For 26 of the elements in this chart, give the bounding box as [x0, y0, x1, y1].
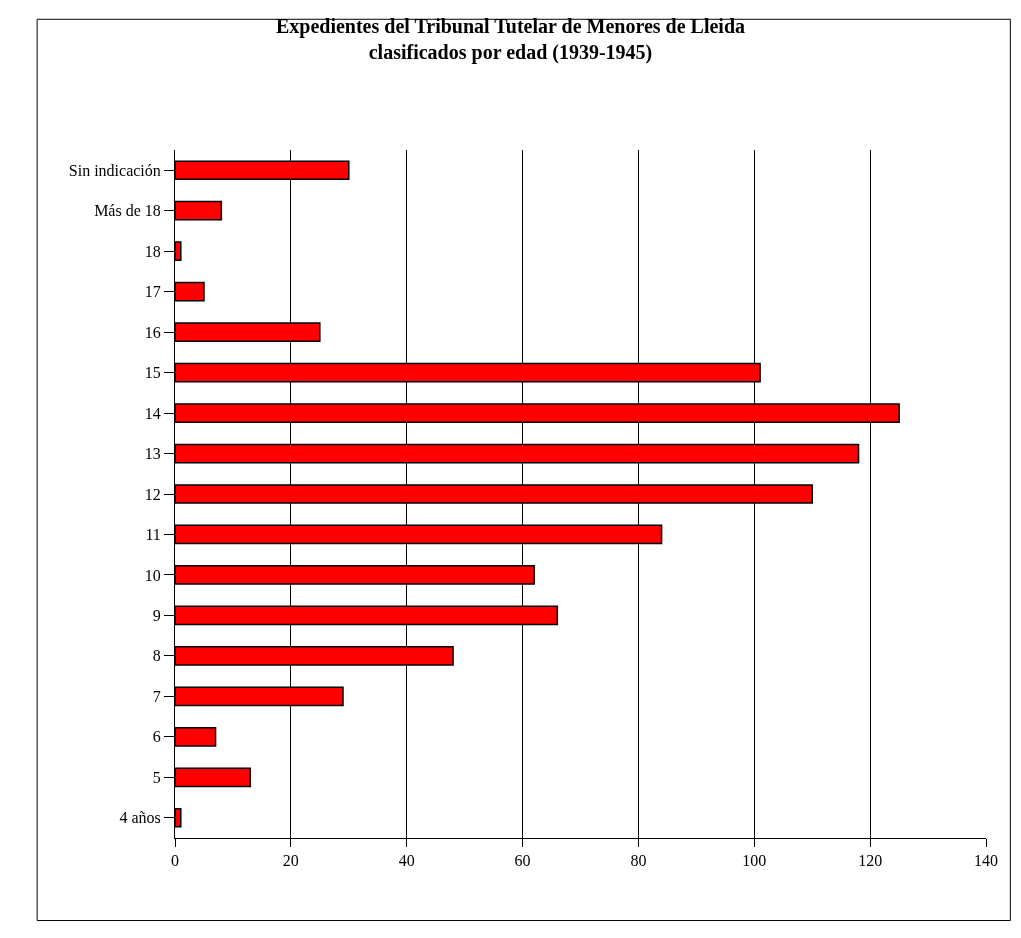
y-tick-label: 7: [152, 687, 161, 705]
x-tick-label: 140: [974, 852, 998, 870]
x-tick-label: 0: [171, 852, 179, 870]
y-tick-label: 10: [144, 566, 161, 584]
y-tick-label: Sin indicación: [68, 161, 161, 179]
x-tick-label: 100: [742, 852, 767, 870]
x-tick-label: 60: [514, 852, 531, 870]
y-tick-label: 4 años: [119, 809, 161, 827]
x-tick-label: 40: [398, 852, 415, 870]
x-tick-label: 120: [858, 852, 883, 870]
y-tick-label: 14: [144, 404, 161, 422]
y-tick-label: 9: [152, 607, 161, 625]
y-tick-label: 17: [144, 283, 161, 301]
y-tick-label: 16: [144, 323, 161, 341]
y-tick-label: 15: [144, 364, 161, 382]
y-tick-label: Más de 18: [94, 202, 161, 220]
y-tick-label: 11: [145, 526, 161, 544]
x-tick-label: 20: [282, 852, 299, 870]
chart-title: Expedientes del Tribunal Tutelar de Menores de Lleida clasificados por edad (1939-1945): [275, 14, 746, 64]
y-tick-label: 12: [144, 485, 161, 503]
y-tick-label: 5: [152, 768, 161, 786]
y-tick-label: 18: [144, 242, 161, 260]
x-tick-label: 80: [630, 852, 647, 870]
y-tick-label: 13: [144, 445, 161, 463]
y-tick-label: 8: [152, 647, 161, 665]
y-tick-label: 6: [152, 728, 161, 746]
